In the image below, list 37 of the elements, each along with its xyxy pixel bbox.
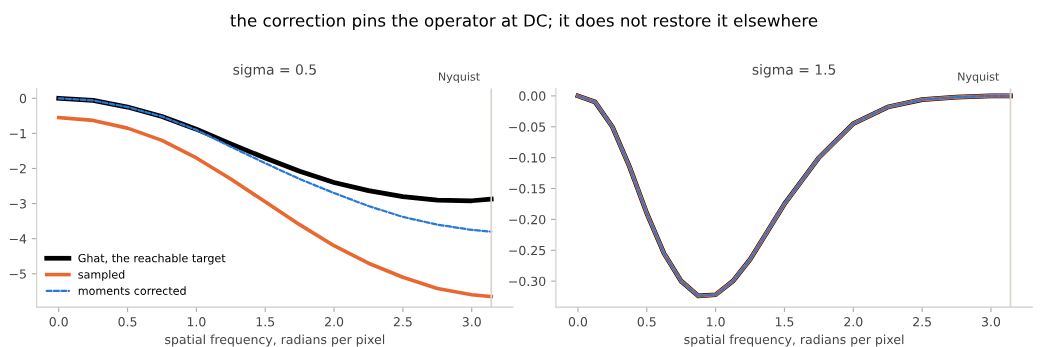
x-tick-label: 1.0 <box>187 317 206 327</box>
x-tick-label: 1.5 <box>775 317 794 327</box>
y-tick-label: 0 <box>19 93 27 104</box>
y-tick-label: −5 <box>9 269 26 279</box>
x-tick-label: 0.0 <box>49 317 68 327</box>
ref-line-label: Nyquist <box>958 72 1000 83</box>
legend-label: sampled <box>78 270 125 281</box>
y-tick-label: −1 <box>9 129 26 139</box>
y-tick-label: −2 <box>9 163 26 174</box>
x-tick-label: 3.0 <box>462 317 481 327</box>
ref-line-label: Nyquist <box>439 72 480 83</box>
x-tick-label: 2.5 <box>393 317 412 327</box>
chart-title: sigma = 0.5 <box>233 64 316 78</box>
y-tick-label: −0.10 <box>509 153 546 163</box>
x-tick-label: 3.0 <box>981 317 1001 327</box>
y-tick-label: −0.20 <box>509 214 546 225</box>
x-tick-label: 2.5 <box>913 317 931 327</box>
chart-title: sigma = 1.5 <box>752 64 836 78</box>
x-tick-label: 2.0 <box>844 317 863 327</box>
legend-label: moments corrected <box>78 286 186 295</box>
x-tick-label: 2.0 <box>325 317 344 327</box>
y-tick-label: −3 <box>9 199 26 209</box>
text: the correction pins the operator at DC; it does not restore it elsewhere <box>230 13 818 31</box>
legend-label: Ghat, the reachable target <box>78 253 226 265</box>
x-tick-label: 1.0 <box>707 317 725 327</box>
y-tick-label: −0.25 <box>509 245 546 256</box>
x-tick-label: 0.5 <box>118 317 137 327</box>
x-axis-title: spatial frequency, radians per pixel <box>165 334 385 347</box>
x-axis-title: spatial frequency, radians per pixel <box>684 334 904 347</box>
y-tick-label: 0.00 <box>519 91 546 101</box>
y-tick-label: −4 <box>9 234 27 244</box>
x-tick-label: 0.0 <box>568 317 588 327</box>
y-tick-label: −0.05 <box>509 122 546 132</box>
y-tick-label: −0.30 <box>509 276 546 287</box>
y-tick-label: −0.15 <box>509 184 546 194</box>
x-tick-label: 1.5 <box>256 317 275 327</box>
x-tick-label: 0.5 <box>637 317 656 327</box>
